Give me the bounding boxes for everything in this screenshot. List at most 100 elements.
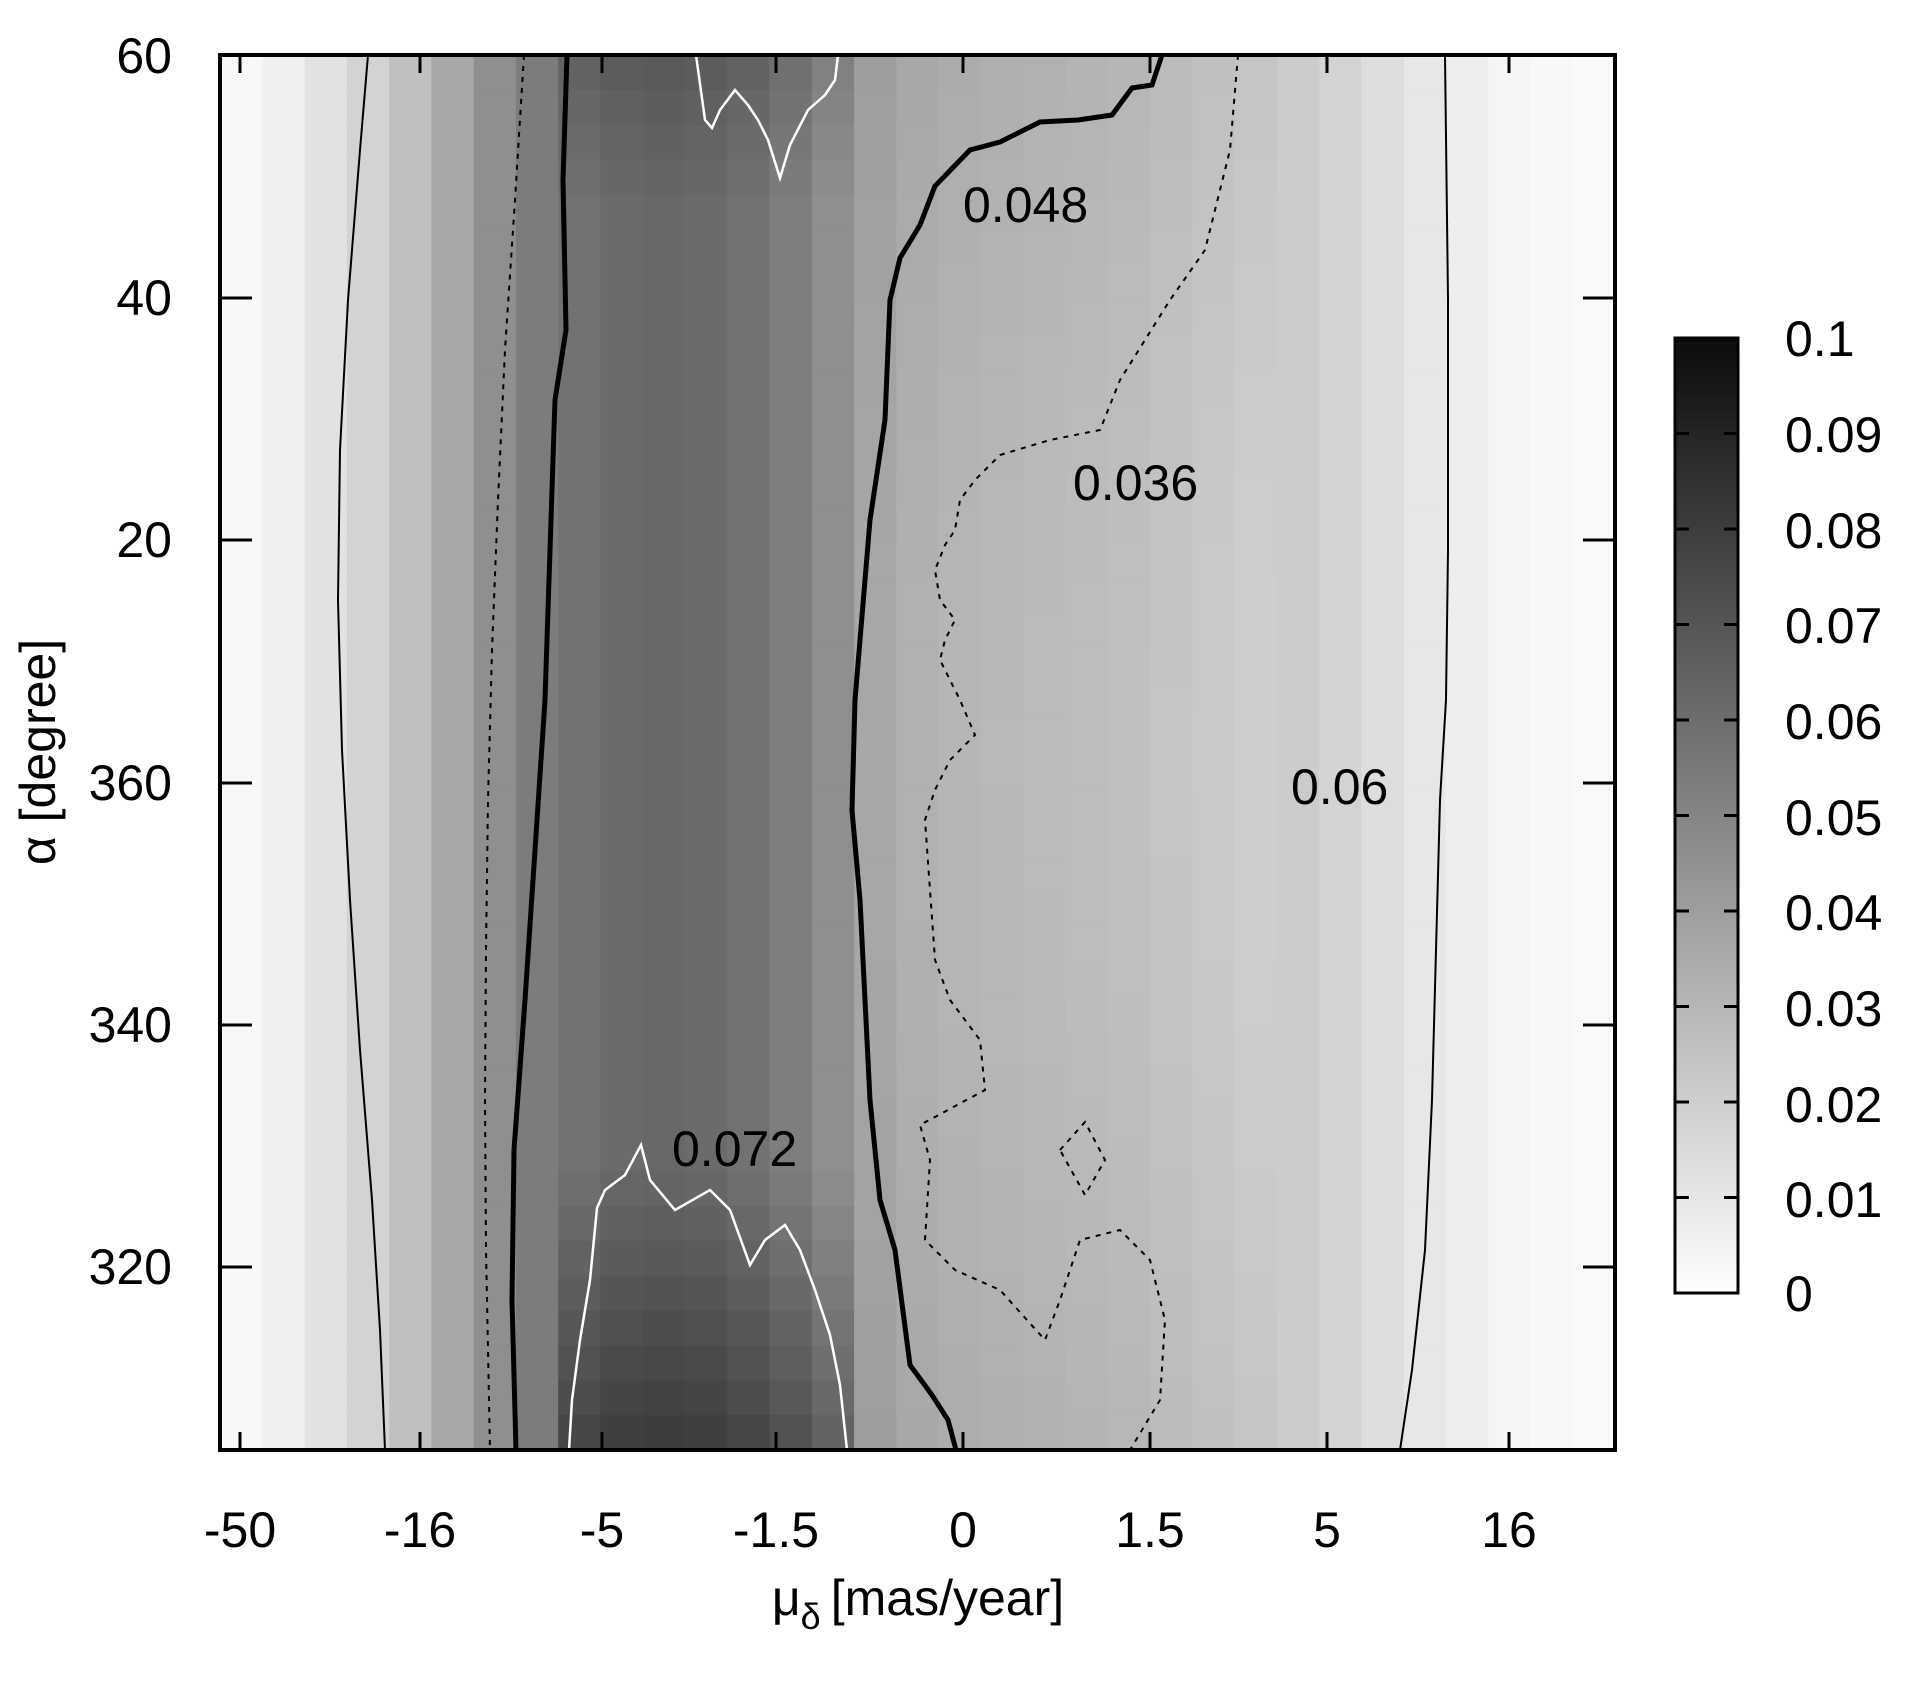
heatmap-cell bbox=[220, 1275, 264, 1312]
heatmap-cell bbox=[600, 926, 644, 963]
heatmap-cell bbox=[1065, 1066, 1109, 1103]
heatmap-cell bbox=[220, 1310, 264, 1347]
heatmap-cell bbox=[769, 822, 813, 858]
heatmap-cell bbox=[431, 368, 475, 405]
heatmap-cell bbox=[1488, 1380, 1532, 1416]
heatmap-cell bbox=[220, 961, 264, 998]
heatmap-cell bbox=[896, 508, 940, 545]
heatmap-cell bbox=[262, 787, 306, 824]
heatmap-cell bbox=[1065, 613, 1109, 649]
heatmap-cell bbox=[938, 368, 982, 405]
heatmap-cell bbox=[1276, 1345, 1320, 1382]
contour-label-0.048: 0.048 bbox=[963, 177, 1088, 233]
heatmap-cell bbox=[304, 1310, 348, 1347]
heatmap-cell bbox=[811, 1066, 855, 1103]
heatmap-cell bbox=[1150, 1345, 1194, 1382]
heatmap-cell bbox=[600, 89, 644, 126]
heatmap-cell bbox=[1488, 543, 1532, 579]
heatmap-cell bbox=[769, 1345, 813, 1382]
heatmap-cell bbox=[1276, 1136, 1320, 1172]
heatmap-cell bbox=[600, 1066, 644, 1103]
heatmap-cell bbox=[558, 1275, 602, 1312]
heatmap-cell bbox=[346, 613, 390, 649]
heatmap-cell bbox=[811, 229, 855, 266]
heatmap-cell bbox=[1107, 961, 1151, 998]
heatmap-cell bbox=[431, 1031, 475, 1068]
heatmap-cell bbox=[304, 124, 348, 161]
heatmap-cell bbox=[515, 578, 559, 614]
heatmap-cell bbox=[1361, 996, 1405, 1033]
colorbar-tick-label: 0.02 bbox=[1785, 1077, 1882, 1133]
heatmap-cell bbox=[346, 264, 390, 300]
heatmap-cell bbox=[1530, 1275, 1574, 1312]
heatmap-cell bbox=[1234, 1275, 1278, 1312]
heatmap-cell bbox=[1361, 334, 1405, 370]
heatmap-cell bbox=[1319, 403, 1363, 440]
heatmap-cell bbox=[1445, 857, 1489, 893]
heatmap-cell bbox=[896, 543, 940, 579]
heatmap-cell bbox=[304, 1380, 348, 1416]
heatmap-cell bbox=[1572, 1066, 1615, 1103]
heatmap-cell bbox=[1150, 229, 1194, 266]
heatmap-cell bbox=[1234, 647, 1278, 684]
heatmap-cell bbox=[431, 1310, 475, 1347]
heatmap-cell bbox=[811, 1031, 855, 1068]
heatmap-cell bbox=[304, 857, 348, 893]
heatmap-cell bbox=[1107, 647, 1151, 684]
heatmap-cell bbox=[1445, 299, 1489, 335]
heatmap-cell bbox=[642, 543, 686, 579]
heatmap-cell bbox=[558, 752, 602, 789]
heatmap-cell bbox=[1572, 613, 1615, 649]
heatmap-cell bbox=[304, 787, 348, 824]
heatmap-cell bbox=[727, 1310, 771, 1347]
heatmap-cell bbox=[304, 1136, 348, 1172]
heatmap-cell bbox=[1276, 124, 1320, 161]
heatmap-cell bbox=[1530, 1380, 1574, 1416]
heatmap-cell bbox=[600, 1101, 644, 1137]
heatmap-cell bbox=[220, 368, 264, 405]
heatmap-cell bbox=[431, 996, 475, 1033]
heatmap-cell bbox=[685, 1310, 729, 1347]
heatmap-cell bbox=[1572, 55, 1615, 91]
colorbar-ticks bbox=[1675, 336, 1738, 1295]
heatmap-cell bbox=[220, 1066, 264, 1103]
heatmap-cell bbox=[811, 1240, 855, 1277]
heatmap-cell bbox=[304, 822, 348, 858]
x-tick-label: 0 bbox=[949, 1502, 977, 1558]
heatmap-cell bbox=[1530, 717, 1574, 754]
x-tick-label: -50 bbox=[204, 1502, 276, 1558]
heatmap-cell bbox=[1150, 752, 1194, 789]
heatmap-cell bbox=[1361, 229, 1405, 266]
heatmap-cell bbox=[220, 299, 264, 335]
heatmap-cell bbox=[1192, 1031, 1236, 1068]
heatmap-cell bbox=[1107, 682, 1151, 719]
heatmap-cell bbox=[1107, 1240, 1151, 1277]
heatmap-cell bbox=[1572, 926, 1615, 963]
heatmap-cell bbox=[727, 926, 771, 963]
contour-dotted-island bbox=[1058, 1120, 1107, 1198]
heatmap-cell bbox=[558, 647, 602, 684]
heatmap-cell bbox=[1445, 1380, 1489, 1416]
heatmap-cell bbox=[1276, 55, 1320, 91]
heatmap-cell bbox=[346, 543, 390, 579]
heatmap-cell bbox=[389, 194, 433, 231]
colorbar-tick-label: 0.04 bbox=[1785, 885, 1882, 941]
heatmap-cell bbox=[262, 543, 306, 579]
heatmap-cell bbox=[1572, 857, 1615, 893]
heatmap-cell bbox=[811, 787, 855, 824]
heatmap-cell bbox=[1361, 717, 1405, 754]
heatmap-cell bbox=[1403, 229, 1447, 266]
heatmap-cell bbox=[1445, 578, 1489, 614]
heatmap-cell bbox=[1065, 159, 1109, 196]
heatmap-cell bbox=[1319, 89, 1363, 126]
heatmap-cell bbox=[304, 892, 348, 928]
heatmap-cell bbox=[1276, 368, 1320, 405]
heatmap-cell bbox=[727, 194, 771, 231]
heatmap-cell bbox=[1488, 264, 1532, 300]
heatmap-cell bbox=[1023, 194, 1067, 231]
heatmap-cell bbox=[1445, 1345, 1489, 1382]
heatmap-cell bbox=[304, 89, 348, 126]
heatmap-cell bbox=[600, 403, 644, 440]
heatmap-cell bbox=[304, 1415, 348, 1450]
heatmap-cell bbox=[220, 647, 264, 684]
